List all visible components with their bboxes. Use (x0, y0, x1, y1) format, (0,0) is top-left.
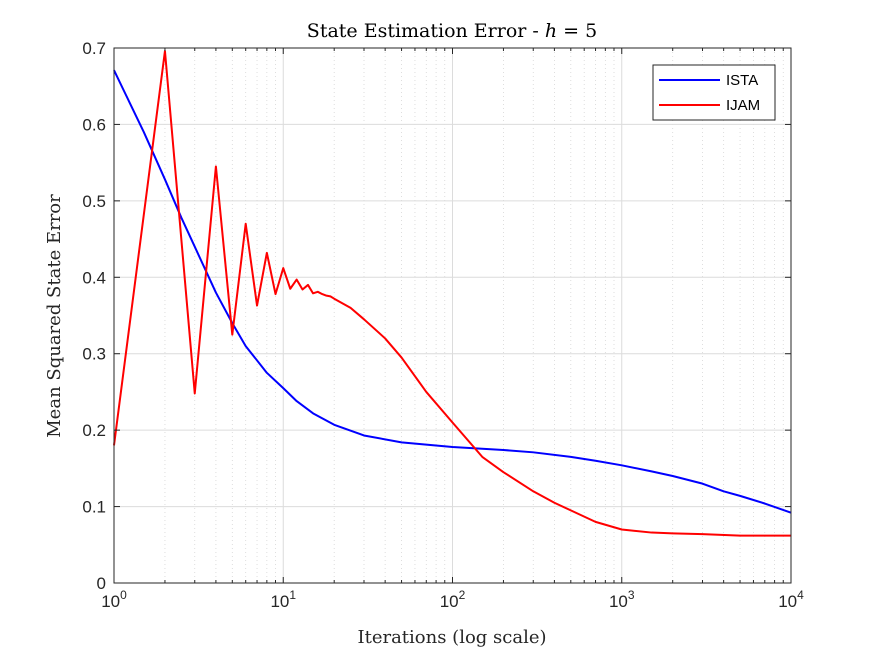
legend-label-ista: ISTA (726, 72, 758, 89)
y-tick-label: 0.4 (82, 268, 106, 287)
y-tick-label: 0.1 (82, 498, 106, 517)
x-tick-label: 100 (101, 588, 127, 611)
chart-title: State Estimation Error - h = 5 (307, 20, 597, 42)
x-tick-label: 102 (440, 588, 466, 611)
legend-box (652, 64, 776, 121)
series-line-ista (113, 69, 792, 514)
series-line-ijam (113, 50, 791, 537)
x-tick-label: 101 (270, 588, 296, 611)
y-tick-label: 0.6 (82, 115, 106, 134)
series-layer (113, 50, 792, 537)
tick-layer: 100 101 102 103 104 0 0.1 0.2 0.3 0.4 0.5 0.6 0.7 (82, 39, 804, 611)
y-tick-label: 0 (97, 574, 106, 593)
y-tick-label: 0.7 (82, 39, 106, 58)
x-axis-label: Iterations (log scale) (357, 627, 546, 648)
y-tick-label: 0.5 (82, 192, 106, 211)
x-tick-label: 103 (609, 588, 635, 611)
y-axis-label: Mean Squared State Error (44, 194, 65, 438)
x-tick-label: 104 (778, 588, 804, 611)
legend-label-ijam: IJAM (726, 97, 760, 114)
y-tick-label: 0.2 (82, 421, 106, 440)
legend: ISTA IJAM (652, 64, 776, 121)
grid-layer (114, 48, 791, 583)
y-tick-label: 0.3 (82, 345, 106, 364)
